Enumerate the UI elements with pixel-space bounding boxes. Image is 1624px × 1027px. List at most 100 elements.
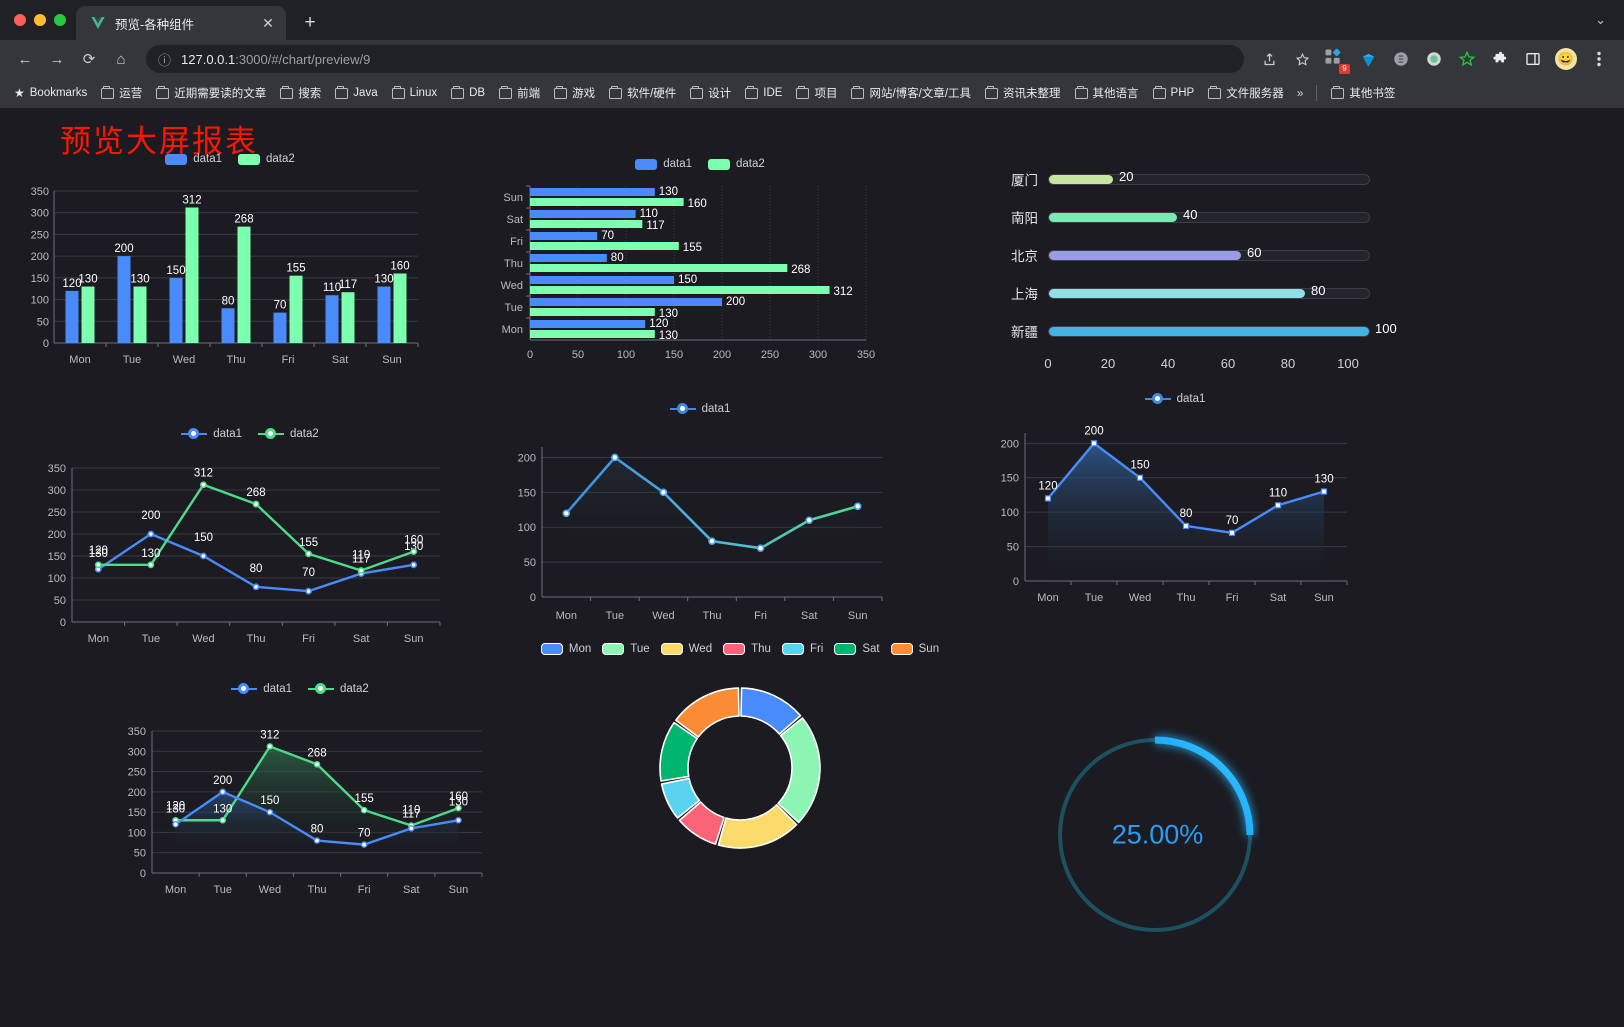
progress-track[interactable]: 20 [1048,169,1370,185]
extensions-icon[interactable]: 9 [1320,44,1350,74]
vue-logo-icon [90,15,106,31]
legend-item-thu[interactable]: Thu [723,643,771,655]
pie-slice-sun[interactable] [675,687,740,738]
pie-slice-thu[interactable] [678,801,725,845]
legend-item-tue[interactable]: Tue [602,643,650,655]
svg-text:312: 312 [834,286,853,298]
pie-slice-wed[interactable] [717,804,798,849]
legend-item-data1[interactable]: data1 [165,153,222,165]
legend-item-data1[interactable]: data1 [231,683,292,695]
profile-avatar-icon[interactable]: 😀 [1551,44,1581,74]
side-panel-icon[interactable] [1518,44,1548,74]
progress-track[interactable]: 40 [1048,207,1370,223]
svg-text:130: 130 [130,274,149,286]
svg-text:200: 200 [713,349,731,361]
bookmark-folder-1[interactable]: 近期需要读的文章 [150,82,272,104]
bookmark-folder-4[interactable]: Linux [386,84,444,102]
svg-text:70: 70 [302,567,315,579]
minimize-window-button[interactable] [34,14,46,26]
green-star-icon[interactable] [1452,44,1482,74]
legend-item-sun[interactable]: Sun [890,643,939,655]
pie-slice-tue[interactable] [777,717,821,824]
legend-item-data2[interactable]: data2 [708,158,765,170]
pie-slice-sat[interactable] [659,721,698,782]
bookmark-folder-3[interactable]: Java [329,84,383,102]
site-info-icon[interactable]: ⓘ [158,52,172,68]
address-bar[interactable]: ⓘ 127.0.0.1:3000/#/chart/preview/9 [146,45,1244,73]
home-icon[interactable]: ⌂ [116,50,126,68]
legend-item-wed[interactable]: Wed [660,643,712,655]
new-tab-button[interactable]: + [304,12,316,33]
bookmarks-overflow-button[interactable]: » [1296,86,1304,100]
bookmark-star-icon[interactable] [1287,44,1317,74]
close-window-button[interactable] [14,14,26,26]
svg-text:Fri: Fri [282,354,295,366]
other-bookmarks-folder[interactable]: 其他书签 [1325,82,1401,104]
bookmark-folder-13[interactable]: 资讯未整理 [979,82,1067,104]
bookmarks-root[interactable]: ★ Bookmarks [8,83,93,103]
bookmark-folder-11[interactable]: 项目 [790,82,843,104]
progress-track[interactable]: 80 [1048,283,1370,299]
legend-item-data1[interactable]: data1 [1144,393,1205,405]
legend-item-data2[interactable]: data2 [308,683,369,695]
progress-track[interactable]: 60 [1048,245,1370,261]
diamond-icon[interactable] [1353,44,1383,74]
progress-value: 80 [1311,282,1326,298]
svg-text:50: 50 [572,349,584,361]
bookmark-folder-12[interactable]: 网站/博客/文章/工具 [845,82,977,104]
svg-text:350: 350 [128,726,146,738]
command-icon[interactable] [1386,44,1416,74]
svg-text:Sun: Sun [449,884,469,896]
progress-fill [1049,212,1177,222]
bookmark-folder-10[interactable]: IDE [739,84,788,102]
progress-value: 40 [1183,206,1198,222]
bookmark-folder-0[interactable]: 运营 [95,82,148,104]
back-icon[interactable]: ← [17,50,33,68]
legend-item-data1[interactable]: data1 [181,428,242,440]
bookmark-folder-15[interactable]: PHP [1147,84,1201,102]
svg-text:150: 150 [665,349,683,361]
chart-area-single: data1 0 50 100 150 200 Mon Tue Wed Thu Fri Sat Sun 1… [985,393,1365,713]
legend-line-marker [1144,393,1171,404]
bookmark-folder-7[interactable]: 游戏 [548,82,601,104]
legend-item-mon[interactable]: Mon [540,643,591,655]
chevron-down-icon[interactable]: ⌄ [1595,12,1606,27]
bar-vertical-plot: 050100150200250300350Mon120130Tue200130W… [31,186,419,366]
progress-row: 厦门 20 [990,160,1370,198]
svg-text:0: 0 [527,349,533,361]
bookmark-folder-6[interactable]: 前端 [493,82,546,104]
browser-tab[interactable]: 预览-各种组件 ✕ [76,6,286,40]
svg-text:120: 120 [62,278,81,290]
svg-text:100: 100 [518,522,536,534]
legend-item-fri[interactable]: Fri [781,643,823,655]
svg-text:Thu: Thu [308,884,327,896]
pie-slice-mon[interactable] [740,687,802,735]
bookmark-folder-2[interactable]: 搜索 [274,82,327,104]
pie-slice-fri[interactable] [660,777,701,819]
three-dot-menu-icon[interactable] [1584,44,1614,74]
legend: data1 data2 [30,428,470,440]
close-icon[interactable]: ✕ [262,15,274,31]
legend-item-data2[interactable]: data2 [258,428,319,440]
reload-icon[interactable]: ⟳ [82,51,96,68]
progress-track[interactable]: 100 [1048,321,1397,337]
svg-text:Thu: Thu [227,354,246,366]
share-icon[interactable] [1254,44,1284,74]
legend-item-data2[interactable]: data2 [238,153,295,165]
bookmark-folder-9[interactable]: 设计 [684,82,737,104]
bookmark-folder-14[interactable]: 其他语言 [1069,82,1145,104]
tab-strip: 预览-各种组件 ✕ + ⌄ [0,0,1624,40]
bookmark-folder-16[interactable]: 文件服务器 [1202,82,1290,104]
svg-text:110: 110 [352,550,370,562]
green-circle-icon[interactable] [1419,44,1449,74]
svg-text:Wed: Wed [501,280,523,292]
legend-item-data1[interactable]: data1 [635,158,692,170]
maximize-window-button[interactable] [54,14,66,26]
forward-icon[interactable]: → [49,50,65,68]
bookmark-folder-8[interactable]: 软件/硬件 [603,82,682,104]
legend-item-data1[interactable]: data1 [669,403,730,415]
puzzle-icon[interactable] [1485,44,1515,74]
bookmark-folder-5[interactable]: DB [445,84,491,102]
legend-item-sat[interactable]: Sat [834,643,880,655]
